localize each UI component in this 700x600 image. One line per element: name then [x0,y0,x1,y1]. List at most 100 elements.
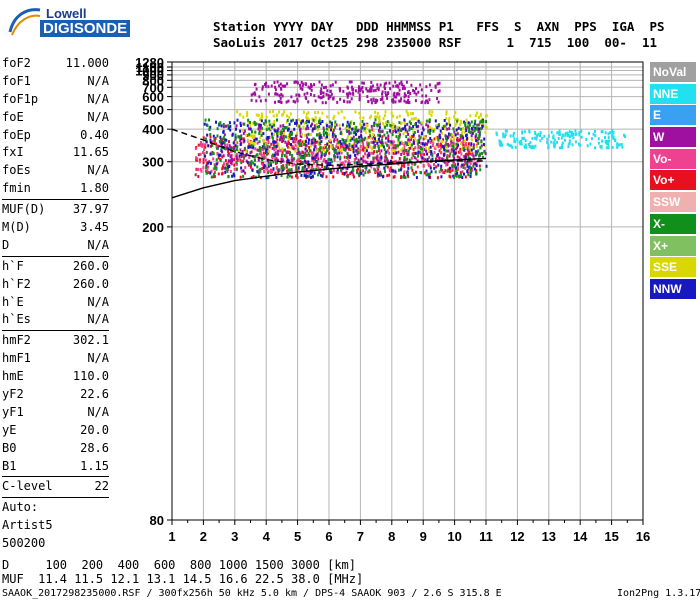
echo-point [499,140,502,144]
echo-point [417,154,419,158]
echo-point [427,125,430,129]
echo-point [442,127,444,130]
echo-point [250,140,253,144]
echo-point [470,134,473,138]
echo-point [279,124,282,128]
echo-point [391,99,394,103]
echo-point [330,140,332,144]
echo-point [419,151,422,154]
echo-point [378,122,381,126]
echo-point [272,140,275,144]
echo-point [467,160,470,164]
echo-point [392,84,395,88]
echo-point [248,127,250,131]
echo-point [436,176,439,180]
echo-point [250,134,253,138]
echo-point [392,147,395,151]
echo-point [402,132,405,136]
echo-point [299,160,302,164]
echo-point [339,155,342,159]
echo-point [386,131,389,135]
echo-point [344,142,347,146]
param-name: yF1 [2,404,24,419]
echo-point [200,142,203,146]
echo-point [543,134,546,138]
echo-point [332,169,335,173]
echo-point [202,161,205,165]
echo-point [439,144,442,148]
echo-point [521,136,524,140]
echo-point [377,88,380,92]
echo-point [400,97,403,101]
echo-point [336,168,339,172]
echo-point [228,164,231,168]
echo-point [443,148,446,152]
echo-point [397,128,400,132]
param-name: foF1 [2,73,31,88]
echo-point [330,121,333,125]
echo-point [350,80,353,84]
echo-point [261,147,263,151]
echo-point [406,150,409,154]
echo-point [286,158,289,162]
echo-point [623,133,625,137]
echo-point [294,149,297,153]
echo-point [391,148,394,152]
echo-point [256,165,259,169]
echo-point [420,141,423,145]
echo-point [408,120,411,124]
chart-axes: 1 2 3 4 5 6 7 8 9 10 11 12 13 14 15 1680200300400500600… [135,55,650,544]
echo-point [534,136,537,140]
echo-point [332,175,335,179]
echo-point [258,146,261,149]
echo-point [512,131,515,135]
echo-point [198,160,201,164]
echo-point [445,136,448,140]
echo-point [358,111,361,115]
echo-point [320,140,323,144]
echo-point [367,135,370,139]
echo-point [388,146,391,150]
echo-point [222,125,225,129]
echo-point [300,121,303,125]
echo-point [388,129,391,133]
echo-point [426,152,429,156]
echo-point [411,168,414,172]
echo-point [392,93,395,97]
param-row: yE 20.0 [2,422,109,440]
echo-point [323,149,326,153]
echo-point [430,139,433,142]
echo-point [557,137,560,140]
echo-point [197,175,200,178]
echo-point [560,136,563,140]
echo-point [449,133,452,137]
echo-point [518,140,521,144]
echo-point [407,166,410,170]
echo-point [211,152,214,156]
echo-point [414,151,417,155]
echo-point [430,127,433,131]
echo-point [546,140,549,144]
echo-points [194,80,627,180]
echo-point [295,166,298,170]
echo-point [604,136,606,139]
echo-point [377,137,380,141]
echo-point [412,141,415,145]
echo-point [331,135,334,139]
echo-point [399,99,402,103]
echo-point [274,152,277,155]
echo-point [452,153,455,157]
echo-point [215,120,217,124]
echo-point [428,131,431,135]
echo-point [407,90,410,94]
echo-point [457,143,459,147]
echo-point [252,92,255,96]
echo-point [258,95,261,99]
echo-point [272,160,275,164]
echo-point [611,145,614,149]
echo-point [470,142,473,146]
echo-point [335,123,338,127]
echo-point [348,80,351,84]
echo-point [282,139,285,143]
echo-point [395,84,398,88]
